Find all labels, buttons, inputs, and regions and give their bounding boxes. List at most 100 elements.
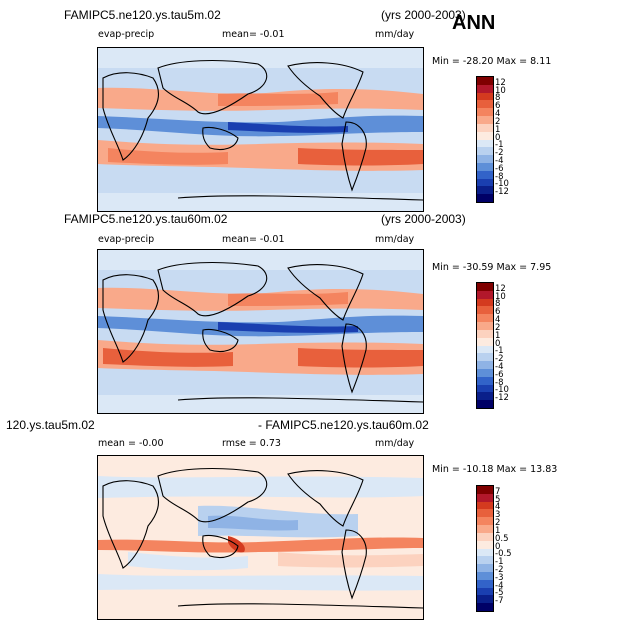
panel2-units: mm/day xyxy=(375,234,415,245)
colorbar-swatch xyxy=(477,147,493,156)
panel1-case-title: FAMIPC5.ne120.ys.tau5m.02 xyxy=(64,8,221,22)
colorbar-swatch xyxy=(477,368,493,377)
colorbar-swatch xyxy=(477,116,493,124)
colorbar-tick-label: 5 xyxy=(495,494,501,505)
colorbar-tick-label: 4 xyxy=(495,315,501,326)
colorbar-swatch xyxy=(477,108,493,117)
panel2-years: (yrs 2000-2003) xyxy=(381,212,466,226)
colorbar-swatch xyxy=(477,571,493,580)
panel3-colorbar xyxy=(476,485,494,612)
colorbar-swatch xyxy=(477,493,493,502)
colorbar-tick-label: 2 xyxy=(495,116,501,127)
colorbar-swatch xyxy=(477,525,493,533)
panel3-case-title: 120.ys.tau5m.02 xyxy=(6,418,95,432)
colorbar-tick-label: 2 xyxy=(495,518,501,529)
panel3-mean: mean = -0.00 xyxy=(98,438,164,449)
colorbar-swatch xyxy=(477,579,493,588)
colorbar-tick-label: -0.5 xyxy=(495,549,512,560)
colorbar-swatch xyxy=(477,392,493,401)
colorbar-tick-label: 0.5 xyxy=(495,533,509,544)
panel1-years: (yrs 2000-2003) xyxy=(381,8,466,22)
panel2-colorbar xyxy=(476,282,494,409)
colorbar-swatch xyxy=(477,337,493,346)
colorbar-swatch xyxy=(477,314,493,323)
colorbar-swatch xyxy=(477,509,493,518)
panel2-case-title: FAMIPC5.ne120.ys.tau60m.02 xyxy=(64,212,228,226)
colorbar-tick-label: -10 xyxy=(495,179,509,190)
colorbar-swatch xyxy=(477,329,493,338)
colorbar-swatch xyxy=(477,283,493,291)
colorbar-tick-label: 4 xyxy=(495,109,501,120)
colorbar-swatch xyxy=(477,306,493,315)
panel3-diff-title: - FAMIPC5.ne120.ys.tau60m.02 xyxy=(258,418,429,432)
colorbar-swatch xyxy=(477,556,493,565)
colorbar-swatch xyxy=(477,170,493,179)
colorbar-tick-label: -1 xyxy=(495,140,504,151)
colorbar-swatch xyxy=(477,595,493,604)
colorbar-tick-label: 12 xyxy=(495,77,506,88)
colorbar-tick-label: -8 xyxy=(495,171,504,182)
panel2-minmax: Min = -30.59 Max = 7.95 xyxy=(432,262,552,273)
colorbar-swatch xyxy=(477,517,493,526)
colorbar-tick-label: 1 xyxy=(495,124,501,135)
panel1-units: mm/day xyxy=(375,29,415,40)
colorbar-tick-label: 1 xyxy=(495,525,501,536)
panel3-rmse: rmse = 0.73 xyxy=(222,438,281,449)
colorbar-tick-label: 2 xyxy=(495,322,501,333)
colorbar-swatch xyxy=(477,587,493,596)
colorbar-tick-label: 6 xyxy=(495,307,501,318)
colorbar-swatch xyxy=(477,155,493,163)
panel2-variable: evap-precip xyxy=(98,234,155,245)
colorbar-tick-label: 1 xyxy=(495,330,501,341)
colorbar-swatch xyxy=(477,84,493,93)
colorbar-tick-label: 8 xyxy=(495,299,501,310)
panel3-map xyxy=(97,455,424,620)
colorbar-tick-label: 12 xyxy=(495,283,506,294)
colorbar-tick-label: -2 xyxy=(495,564,504,575)
colorbar-tick-label: -4 xyxy=(495,155,504,166)
colorbar-swatch xyxy=(477,345,493,354)
colorbar-swatch xyxy=(477,178,493,187)
colorbar-tick-label: 4 xyxy=(495,502,501,513)
colorbar-tick-label: 0 xyxy=(495,541,501,552)
colorbar-swatch xyxy=(477,92,493,101)
colorbar-swatch xyxy=(477,548,493,557)
colorbar-swatch xyxy=(477,290,493,299)
panel2-mean: mean= -0.01 xyxy=(222,234,285,245)
season-label: ANN xyxy=(452,12,496,34)
panel1-mean: mean= -0.01 xyxy=(222,29,285,40)
colorbar-swatch xyxy=(477,376,493,385)
colorbar-tick-label: -12 xyxy=(495,393,509,404)
colorbar-tick-label: -8 xyxy=(495,377,504,388)
panel3-minmax: Min = -10.18 Max = 13.83 xyxy=(432,464,558,475)
colorbar-swatch xyxy=(477,603,493,611)
colorbar-swatch xyxy=(477,162,493,171)
panel1-variable: evap-precip xyxy=(98,29,155,40)
colorbar-tick-label: -6 xyxy=(495,369,504,380)
colorbar-swatch xyxy=(477,361,493,369)
colorbar-swatch xyxy=(477,486,493,494)
colorbar-tick-label: -5 xyxy=(495,588,504,599)
colorbar-swatch xyxy=(477,100,493,109)
colorbar-tick-label: -4 xyxy=(495,361,504,372)
colorbar-swatch xyxy=(477,139,493,148)
colorbar-swatch xyxy=(477,540,493,549)
colorbar-tick-label: 8 xyxy=(495,93,501,104)
colorbar-tick-label: 10 xyxy=(495,85,506,96)
panel1-minmax: Min = -28.20 Max = 8.11 xyxy=(432,56,552,67)
colorbar-tick-label: -4 xyxy=(495,580,504,591)
colorbar-tick-label: 6 xyxy=(495,101,501,112)
colorbar-swatch xyxy=(477,123,493,132)
colorbar-swatch xyxy=(477,194,493,202)
panel2-map xyxy=(97,249,424,414)
colorbar-tick-label: -12 xyxy=(495,187,509,198)
colorbar-swatch xyxy=(477,186,493,195)
colorbar-swatch xyxy=(477,564,493,572)
colorbar-swatch xyxy=(477,298,493,307)
panel2-map-field xyxy=(98,250,423,413)
colorbar-tick-label: -6 xyxy=(495,163,504,174)
colorbar-swatch xyxy=(477,384,493,393)
colorbar-tick-label: 0 xyxy=(495,132,501,143)
colorbar-tick-label: 3 xyxy=(495,510,501,521)
colorbar-swatch xyxy=(477,353,493,362)
